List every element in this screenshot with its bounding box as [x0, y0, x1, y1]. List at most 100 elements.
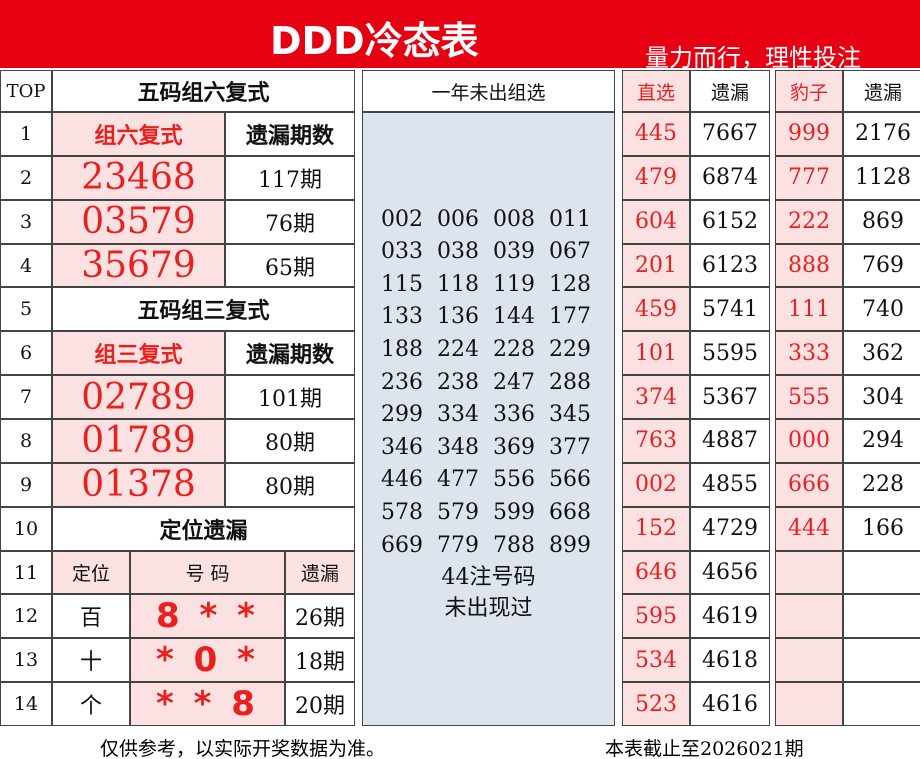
row-number: 11	[0, 550, 52, 595]
miss: 166	[843, 506, 920, 551]
code: 111	[775, 287, 843, 332]
unseen-number: 038	[437, 239, 479, 265]
code	[775, 638, 843, 683]
unseen-number: 247	[493, 369, 535, 395]
miss: 869	[843, 199, 920, 244]
unseen-number: 008	[493, 206, 535, 232]
unseen-number: 669	[381, 532, 423, 558]
unseen-number: 369	[493, 434, 535, 460]
top-header: TOP	[0, 70, 52, 112]
col-header: 遗漏	[690, 70, 770, 112]
miss: 80期	[225, 462, 355, 507]
miss: 4616	[690, 682, 770, 727]
unseen-number: 578	[381, 499, 423, 525]
miss: 2176	[843, 112, 920, 156]
code: 201	[622, 243, 690, 288]
unseen-number: 006	[437, 206, 479, 232]
code	[775, 682, 843, 727]
code: 000	[775, 419, 843, 463]
row-number: 1	[0, 112, 52, 156]
code: 03579	[52, 199, 225, 244]
code: 595	[622, 594, 690, 639]
col-header: 直选	[622, 70, 690, 112]
unseen-number: 067	[549, 239, 591, 265]
unseen-number: 177	[549, 304, 591, 330]
code: 604	[622, 199, 690, 244]
code: 222	[775, 199, 843, 244]
row-number: 14	[0, 682, 52, 727]
unseen-panel	[362, 112, 615, 727]
unseen-number: 118	[437, 271, 479, 297]
title: DDD冷态表	[270, 19, 479, 63]
miss: 4619	[690, 594, 770, 639]
miss: 6123	[690, 243, 770, 288]
code: 152	[622, 506, 690, 551]
unseen-number: 788	[493, 532, 535, 558]
unseen-number: 133	[381, 304, 423, 330]
digits: * * 8	[130, 682, 285, 727]
row-number: 12	[0, 594, 52, 639]
code: 101	[622, 331, 690, 376]
unseen-note: 未出现过	[444, 596, 533, 621]
unseen-number: 119	[493, 271, 535, 297]
unseen-number: 336	[493, 402, 535, 428]
miss: 20期	[285, 682, 355, 727]
footer-note: 仅供参考，以实际开奖数据为准。	[100, 738, 386, 759]
unseen-number: 144	[493, 304, 535, 330]
unseen-number: 236	[381, 369, 423, 395]
miss: 5595	[690, 331, 770, 376]
code: 01378	[52, 462, 225, 507]
code: 444	[775, 506, 843, 551]
unseen-number: 188	[381, 336, 423, 362]
col-header: 组三复式	[52, 331, 225, 376]
unseen-number: 238	[437, 369, 479, 395]
unseen-number: 348	[437, 434, 479, 460]
code: 888	[775, 243, 843, 288]
unseen-number: 556	[493, 467, 535, 493]
miss	[843, 638, 920, 683]
code: 23468	[52, 155, 225, 200]
unseen-number: 334	[437, 402, 479, 428]
row-number: 8	[0, 419, 52, 463]
code: 777	[775, 155, 843, 200]
miss: 76期	[225, 199, 355, 244]
miss: 4855	[690, 462, 770, 507]
unseen-number: 299	[381, 402, 423, 428]
code: 523	[622, 682, 690, 727]
position: 十	[52, 638, 130, 683]
unseen-number: 779	[437, 532, 479, 558]
miss: 228	[843, 462, 920, 507]
code: 35679	[52, 243, 225, 288]
miss: 740	[843, 287, 920, 332]
unseen-number: 128	[549, 271, 591, 297]
unseen-number: 039	[493, 239, 535, 265]
miss: 304	[843, 375, 920, 420]
section-title: 五码组三复式	[52, 287, 355, 332]
col-header: 遗漏	[843, 70, 920, 112]
unseen-number: 011	[549, 206, 591, 232]
miss: 294	[843, 419, 920, 463]
unseen-number: 115	[381, 271, 423, 297]
code: 666	[775, 462, 843, 507]
miss: 362	[843, 331, 920, 376]
unseen-number: 579	[437, 499, 479, 525]
miss	[843, 594, 920, 639]
position: 个	[52, 682, 130, 727]
col-header: 遗漏期数	[225, 112, 355, 156]
unseen-number: 033	[381, 239, 423, 265]
row-number: 2	[0, 155, 52, 200]
slogan: 量力而行，理性投注	[645, 44, 861, 72]
miss: 5741	[690, 287, 770, 332]
col-header: 豹子	[775, 70, 843, 112]
code: 374	[622, 375, 690, 420]
miss: 5367	[690, 375, 770, 420]
miss: 6152	[690, 199, 770, 244]
code: 479	[622, 155, 690, 200]
col-header: 组六复式	[52, 112, 225, 156]
miss: 4618	[690, 638, 770, 683]
miss	[843, 550, 920, 595]
code: 01789	[52, 419, 225, 463]
code: 555	[775, 375, 843, 420]
code	[775, 594, 843, 639]
